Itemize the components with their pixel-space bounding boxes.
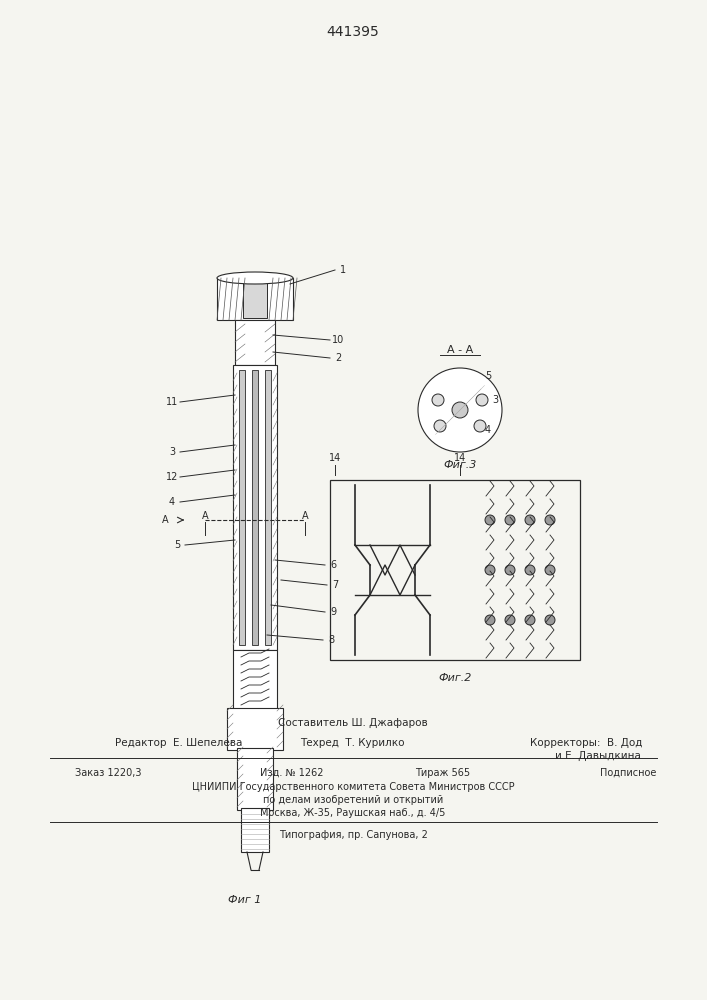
Text: Техред  Т. Курилко: Техред Т. Курилко <box>300 738 404 748</box>
Text: Редактор  Е. Шепелева: Редактор Е. Шепелева <box>115 738 243 748</box>
Text: 3: 3 <box>492 395 498 405</box>
Text: Фиг.2: Фиг.2 <box>438 673 472 683</box>
Circle shape <box>474 420 486 432</box>
Bar <box>252 370 258 645</box>
Circle shape <box>545 615 555 625</box>
Text: Изд. № 1262: Изд. № 1262 <box>260 768 324 778</box>
Text: 9: 9 <box>330 607 336 617</box>
Text: А: А <box>201 511 209 521</box>
Text: 2: 2 <box>335 353 341 363</box>
Text: 4: 4 <box>485 425 491 435</box>
Circle shape <box>545 515 555 525</box>
Circle shape <box>505 615 515 625</box>
Bar <box>227 708 283 750</box>
Bar <box>239 370 245 645</box>
Bar <box>243 280 267 318</box>
Circle shape <box>485 615 495 625</box>
Text: 5: 5 <box>485 371 491 381</box>
Circle shape <box>432 394 444 406</box>
Circle shape <box>485 565 495 575</box>
Circle shape <box>525 615 535 625</box>
Text: Москва, Ж-35, Раушская наб., д. 4/5: Москва, Ж-35, Раушская наб., д. 4/5 <box>260 808 445 818</box>
Bar <box>233 365 277 650</box>
Circle shape <box>434 420 446 432</box>
Text: Фиг 1: Фиг 1 <box>228 895 262 905</box>
Bar <box>330 480 580 660</box>
Text: Заказ 1220,3: Заказ 1220,3 <box>75 768 141 778</box>
Text: по делам изобретений и открытий: по делам изобретений и открытий <box>263 795 443 805</box>
Text: Подписное: Подписное <box>600 768 656 778</box>
Text: А: А <box>162 515 168 525</box>
Text: Тираж 565: Тираж 565 <box>415 768 470 778</box>
Text: и Е. Давыдкина: и Е. Давыдкина <box>555 751 641 761</box>
Circle shape <box>505 515 515 525</box>
Text: 1: 1 <box>340 265 346 275</box>
Bar <box>235 320 275 365</box>
Bar <box>217 278 293 320</box>
Bar <box>265 370 271 645</box>
Text: 6: 6 <box>330 560 336 570</box>
Text: 12: 12 <box>166 472 178 482</box>
Text: 3: 3 <box>169 447 175 457</box>
Text: А - А: А - А <box>447 345 473 355</box>
Text: Фиг.3: Фиг.3 <box>443 460 477 470</box>
Text: 14: 14 <box>329 453 341 463</box>
Circle shape <box>418 368 502 452</box>
Circle shape <box>525 515 535 525</box>
Text: ЦНИИПИ Государственного комитета Совета Министров СССР: ЦНИИПИ Государственного комитета Совета … <box>192 782 514 792</box>
Text: 10: 10 <box>332 335 344 345</box>
Bar <box>237 748 273 810</box>
Bar <box>233 650 277 710</box>
Text: 7: 7 <box>332 580 338 590</box>
Bar <box>241 808 269 852</box>
Circle shape <box>505 565 515 575</box>
Text: Типография, пр. Сапунова, 2: Типография, пр. Сапунова, 2 <box>279 830 428 840</box>
Circle shape <box>476 394 488 406</box>
Text: 14: 14 <box>454 453 466 463</box>
Text: 4: 4 <box>169 497 175 507</box>
Ellipse shape <box>217 272 293 284</box>
Text: 8: 8 <box>328 635 334 645</box>
Circle shape <box>545 565 555 575</box>
Text: А: А <box>302 511 308 521</box>
Circle shape <box>485 515 495 525</box>
Text: 441395: 441395 <box>327 25 380 39</box>
Circle shape <box>452 402 468 418</box>
Text: 11: 11 <box>166 397 178 407</box>
Circle shape <box>525 565 535 575</box>
Text: Корректоры:  В. Дод: Корректоры: В. Дод <box>530 738 643 748</box>
Text: 5: 5 <box>174 540 180 550</box>
Text: Составитель Ш. Джафаров: Составитель Ш. Джафаров <box>278 718 428 728</box>
